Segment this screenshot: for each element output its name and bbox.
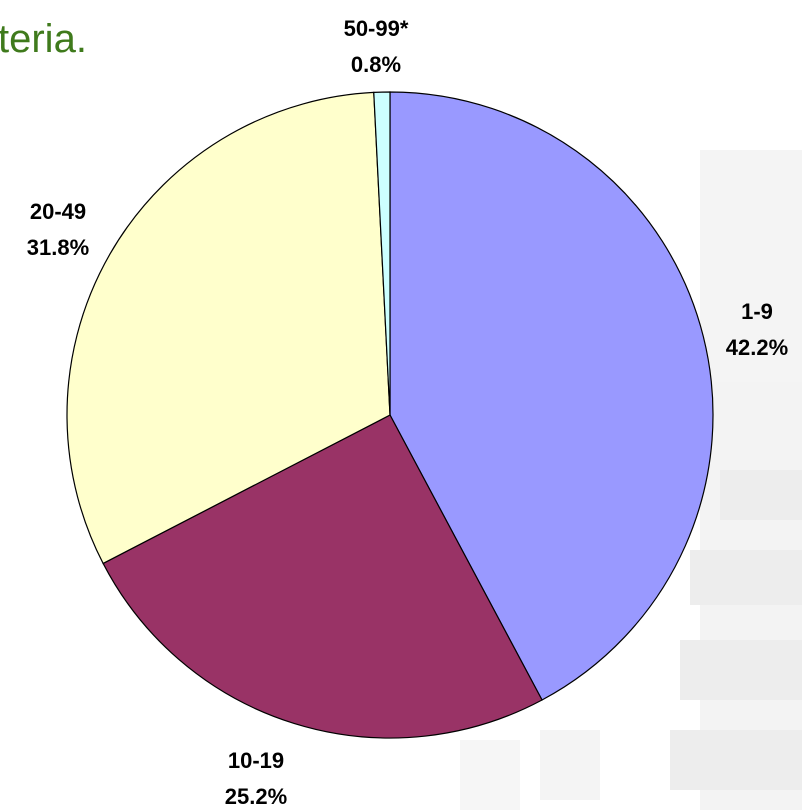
pie-slice: [102, 414, 543, 739]
pie-slice: [373, 91, 391, 416]
pie-slice: [66, 91, 391, 565]
slice-category-label: 1-9: [741, 299, 773, 324]
slice-category-label: 20-49: [30, 199, 86, 224]
slice-value-label: 31.8%: [27, 235, 89, 260]
slice-value-label: 42.2%: [726, 335, 788, 360]
slice-category-label: 50-99*: [344, 16, 409, 41]
chart-title: teria.: [0, 17, 87, 61]
pie: [66, 91, 714, 739]
slice-value-label: 0.8%: [351, 52, 401, 77]
slice-value-label: 25.2%: [225, 784, 287, 809]
background-building: [460, 150, 802, 810]
pie-slice: [389, 91, 714, 701]
slice-category-label: 10-19: [228, 748, 284, 773]
